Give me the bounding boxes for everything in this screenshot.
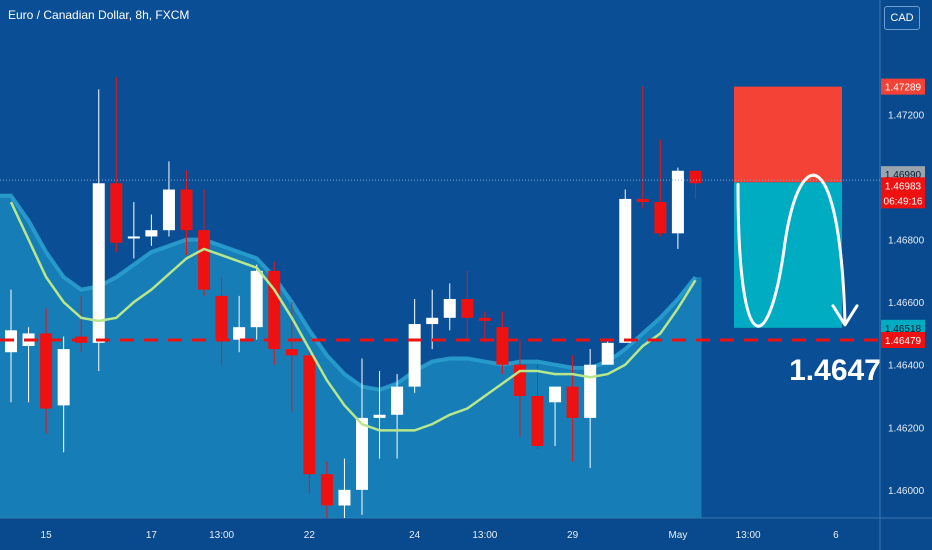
candle-body <box>145 230 158 237</box>
candle-body <box>443 299 456 318</box>
candle-body <box>601 342 614 365</box>
x-tick-label: 24 <box>409 530 421 541</box>
candle-body <box>233 327 246 340</box>
y-tick-label: 1.46400 <box>888 361 925 372</box>
candle-body <box>320 474 333 506</box>
candle-body <box>408 324 421 387</box>
time-axis-background <box>0 518 932 550</box>
moving-average-line <box>9 201 697 432</box>
projection-arrowhead <box>831 304 859 327</box>
x-tick-label: 6 <box>833 530 839 541</box>
candle-body <box>531 396 544 447</box>
candle-body <box>127 236 140 239</box>
candle-body <box>268 270 281 350</box>
x-tick-label: 17 <box>146 530 158 541</box>
x-tick-label: May <box>668 530 687 541</box>
price-label-bg <box>881 319 925 336</box>
price-label-bg <box>881 192 925 209</box>
chart-title: Euro / Canadian Dollar, 8h, FXCM <box>8 8 190 22</box>
candles-layer <box>5 76 702 518</box>
candle-body <box>619 198 632 343</box>
candle-body <box>198 230 211 290</box>
projection-wave <box>736 173 847 328</box>
x-tick-label: 29 <box>567 530 579 541</box>
candle-body <box>373 414 386 418</box>
price-label-bg <box>881 332 925 349</box>
candle-body <box>636 198 649 203</box>
y-tick-label: 1.46000 <box>888 486 925 497</box>
candle-body <box>215 295 228 340</box>
x-tick-label: 15 <box>41 530 53 541</box>
price-label-stop: 1.47289 <box>885 83 922 94</box>
candle-body <box>57 349 70 406</box>
price-label-level: 1.46479 <box>885 336 922 347</box>
target-annotation: 1.4647 <box>789 354 881 387</box>
candle-body <box>478 317 491 321</box>
candle-body <box>549 386 562 403</box>
candle-body <box>461 299 474 318</box>
x-tick-label: 13:00 <box>209 530 234 541</box>
drawing-layer: 1.4647 <box>736 173 881 387</box>
y-tick-label: 1.47200 <box>888 110 925 121</box>
price-label-target: 1.46518 <box>885 324 922 335</box>
candle-body <box>180 189 193 231</box>
ma-band-area <box>0 195 702 519</box>
ma-band-edge <box>0 193 698 392</box>
currency-button[interactable]: CAD <box>884 6 920 30</box>
candle-body <box>566 386 579 418</box>
ma-band-layer <box>0 193 702 519</box>
candle-body <box>338 489 351 506</box>
candle-body <box>110 183 123 243</box>
x-tick-label: 13:00 <box>736 530 761 541</box>
candle-body <box>92 183 105 343</box>
price-label-bid: 1.46983 <box>885 181 922 192</box>
candle-body <box>303 355 316 475</box>
y-axis: 1.47200 1.46800 1.46600 1.46400 1.46200 1.460… <box>888 110 925 496</box>
stop-loss-box <box>734 86 842 183</box>
candle-body <box>285 349 298 356</box>
take-profit-box <box>734 182 842 328</box>
price-labels-layer: 1.472891.469901.4698306:49:161.465181.46… <box>881 78 925 349</box>
ma-line-layer <box>9 201 697 432</box>
candle-body <box>426 317 439 325</box>
price-label-current: 1.46990 <box>885 170 922 181</box>
candle-body <box>671 170 684 234</box>
y-tick-label: 1.46200 <box>888 423 925 434</box>
level-lines-layer <box>0 179 880 342</box>
candle-body <box>513 364 526 396</box>
y-tick-label: 1.46800 <box>888 236 925 247</box>
trade-layer <box>734 86 842 328</box>
candle-body <box>356 417 368 490</box>
candle-body <box>391 386 404 415</box>
price-label-countdown: 06:49:16 <box>884 196 923 207</box>
candle-body <box>250 270 263 328</box>
x-axis: 15 17 13:00 22 24 13:00 29 May 13:00 6 <box>41 530 840 541</box>
price-label-bg <box>881 78 925 95</box>
y-tick-label: 1.46600 <box>888 298 925 309</box>
candle-body <box>162 189 175 231</box>
x-tick-label: 13:00 <box>472 530 497 541</box>
price-label-bg <box>881 177 925 194</box>
candle-body <box>689 170 702 184</box>
candle-body <box>584 364 597 418</box>
candle-body <box>654 202 667 234</box>
x-tick-label: 22 <box>304 530 316 541</box>
candle-body <box>496 327 509 365</box>
candle-body <box>40 333 53 409</box>
